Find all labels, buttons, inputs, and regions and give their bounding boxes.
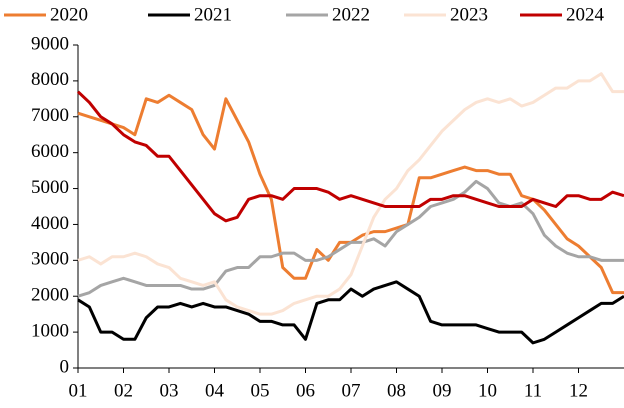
series-line — [77, 280, 624, 345]
series-line — [77, 179, 624, 298]
x-tick-label: 09 — [433, 380, 452, 401]
x-tick-label: 08 — [387, 380, 406, 401]
x-tick-label: 10 — [478, 380, 497, 401]
x-tick-label: 03 — [160, 380, 179, 401]
y-tick-label: 3000 — [31, 249, 69, 270]
legend-label: 2024 — [566, 4, 605, 25]
y-tick-label: 2000 — [31, 285, 69, 306]
x-tick-label: 11 — [524, 380, 542, 401]
x-tick-label: 05 — [251, 380, 270, 401]
x-tick-label: 01 — [69, 380, 88, 401]
series-line — [77, 72, 624, 316]
y-tick-label: 8000 — [31, 69, 69, 90]
legend-label: 2021 — [194, 4, 232, 25]
x-tick-label: 12 — [569, 380, 588, 401]
y-tick-label: 7000 — [31, 105, 69, 126]
y-tick-label: 5000 — [31, 177, 69, 198]
y-tick-label: 0 — [60, 356, 70, 377]
y-tick-label: 9000 — [31, 33, 69, 54]
y-tick-label: 1000 — [31, 320, 69, 341]
x-tick-label: 02 — [114, 380, 133, 401]
legend-label: 2023 — [450, 4, 488, 25]
series-line — [76, 90, 624, 223]
x-tick-label: 04 — [205, 380, 225, 401]
x-tick-label: 06 — [296, 380, 315, 401]
y-tick-label: 6000 — [31, 141, 69, 162]
series-line — [77, 93, 624, 295]
y-tick-label: 4000 — [31, 213, 69, 234]
x-tick-label: 07 — [342, 380, 361, 401]
legend-label: 2020 — [50, 4, 88, 25]
legend-label: 2022 — [332, 4, 370, 25]
